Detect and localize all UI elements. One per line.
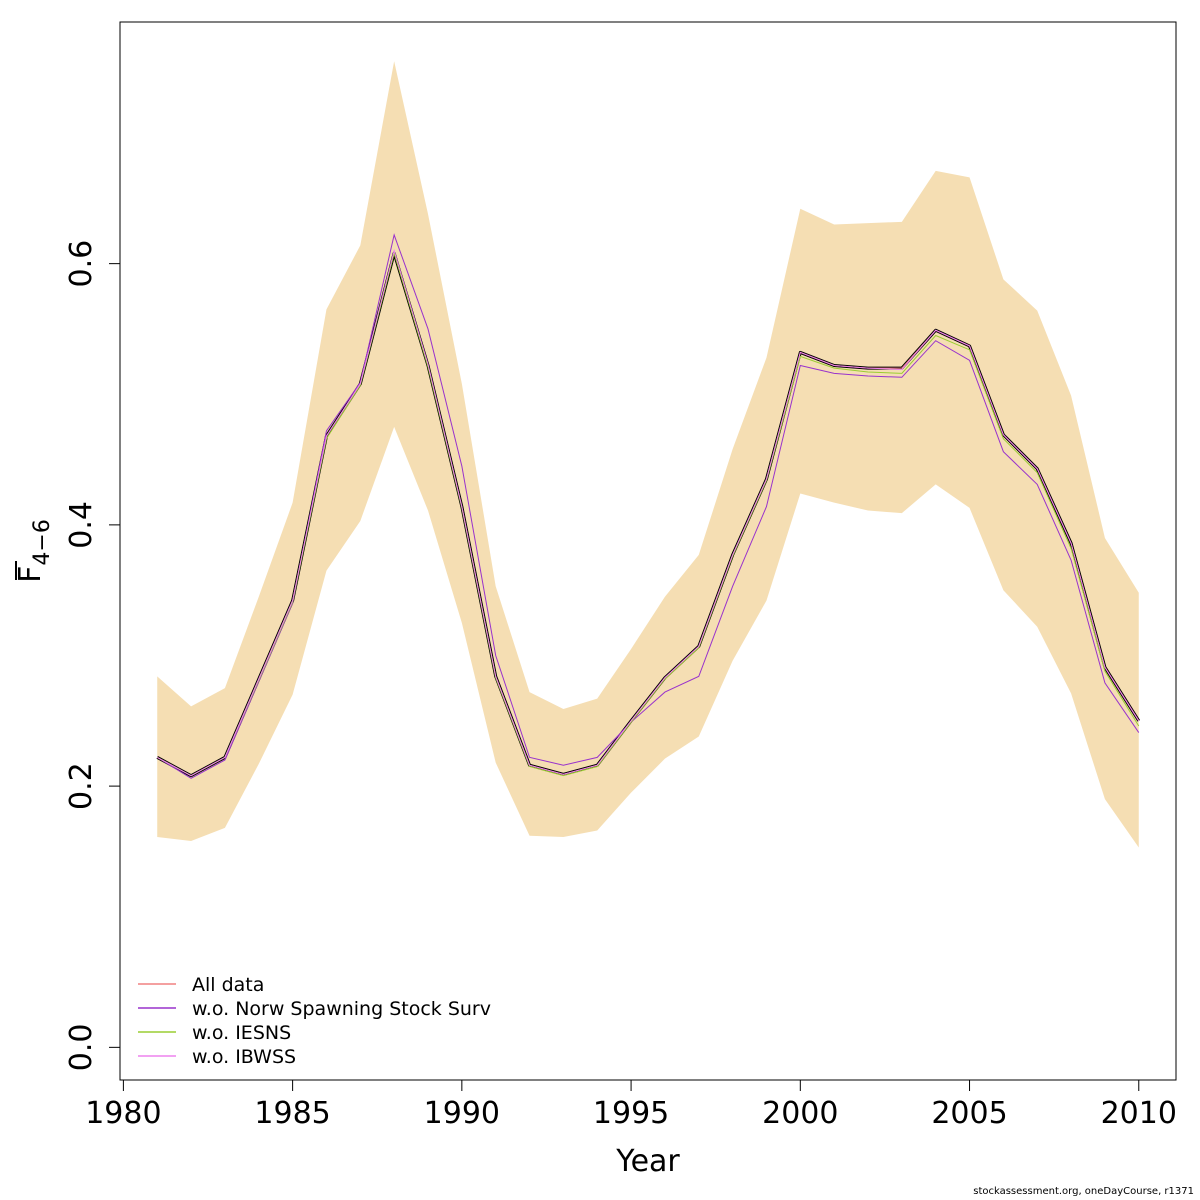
legend-label: w.o. IBWSS — [192, 1046, 296, 1068]
x-tick-label: 2000 — [762, 1096, 838, 1131]
x-axis: 1980 1985 1990 1995 2000 2005 2010 — [85, 1079, 1177, 1131]
y-axis-title-subscript: 4−6 — [30, 519, 55, 565]
x-tick-label: 1985 — [254, 1096, 330, 1131]
y-tick-label: 0.4 — [64, 501, 99, 549]
y-tick-label: 0.6 — [64, 240, 99, 288]
legend-label: w.o. IESNS — [192, 1022, 291, 1044]
series-line-1 — [156, 233, 1140, 779]
y-axis-title-symbol: F — [13, 566, 48, 583]
footer-credit: stockassessment.org, oneDayCourse, r1371 — [973, 1186, 1194, 1197]
x-tick-label: 2010 — [1101, 1096, 1177, 1131]
svg-text:F4−6: F4−6 — [13, 519, 55, 583]
legend-label: w.o. Norw Spawning Stock Surv — [192, 998, 491, 1020]
y-axis-title: F4−6 — [13, 519, 55, 583]
x-tick-label: 1995 — [593, 1096, 669, 1131]
x-tick-label: 1980 — [85, 1096, 161, 1131]
series-line-3 — [156, 248, 1140, 777]
y-tick-label: 0.0 — [64, 1023, 99, 1071]
confidence-band-layer — [157, 61, 1139, 848]
legend-label: All data — [192, 974, 264, 996]
y-tick-label: 0.2 — [64, 762, 99, 810]
series-lines-layer — [156, 233, 1140, 779]
confidence-band — [157, 61, 1139, 848]
x-axis-title: Year — [615, 1144, 680, 1179]
x-tick-label: 2005 — [931, 1096, 1007, 1131]
x-tick-label: 1990 — [424, 1096, 500, 1131]
y-axis: 0.0 0.2 0.4 0.6 — [64, 240, 121, 1071]
